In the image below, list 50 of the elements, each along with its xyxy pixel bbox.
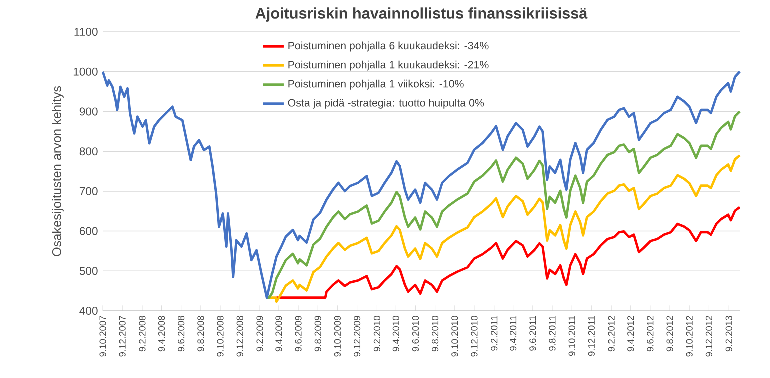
x-tick-label: 9.2.2011	[491, 316, 498, 351]
y-tick-label: 400	[80, 306, 98, 316]
y-tick-label: 500	[80, 267, 98, 276]
y-tick-label: 1000	[74, 68, 98, 76]
line-series	[102, 70, 742, 300]
x-tick-label: 9.12.2007	[119, 316, 126, 357]
legend-label: Poistuminen pohjalla 1 viikoksi: -10%	[288, 80, 464, 90]
x-tick-label: 9.10.2011	[568, 316, 576, 356]
x-tick-label: 9.12.2012	[706, 316, 712, 357]
x-tick-label: 9.6.2011	[530, 316, 536, 351]
x-tick-label: 9.4.2010	[392, 316, 400, 352]
x-tick-label: 9.8.2011	[549, 316, 556, 351]
x-tick-label: 9.10.2007	[100, 316, 106, 357]
y-tick-label: 900	[80, 108, 98, 116]
y-tick-label: 600	[80, 227, 98, 236]
x-tick-label: 9.4.2009	[276, 316, 282, 352]
x-tick-label: 9.2.2008	[139, 316, 146, 352]
x-tick-label: 9.10.2012	[686, 316, 693, 357]
x-tick-label: 9.2.2009	[256, 316, 264, 352]
x-tick-label: 9.2.2010	[374, 316, 380, 352]
x-tick-label: 9.12.2011	[588, 316, 595, 356]
x-tick-label: 9.8.2008	[198, 316, 204, 352]
x-tick-label: 9.4.2011	[510, 316, 517, 351]
x-tick-label: 9.12.2009	[354, 316, 361, 357]
x-tick-label: 9.2.2013	[726, 316, 732, 352]
x-tick-label: 9.6.2008	[178, 316, 185, 352]
line-series	[276, 206, 742, 300]
y-tick-label: 800	[80, 148, 98, 156]
x-tick-label: 9.10.2010	[452, 316, 458, 357]
y-axis-title: Osakesijoitusten arvon kehitys	[52, 86, 64, 256]
x-tick-label: 9.8.2010	[432, 316, 439, 352]
x-tick-label: 9.2.2012	[608, 316, 615, 352]
y-tick-label: 1100	[74, 28, 98, 36]
chart-title: Ajoitusriskin havainnollistus finanssikriisissä	[256, 8, 588, 22]
x-tick-label: 9.4.2012	[628, 316, 634, 352]
y-tick-label: 700	[80, 187, 98, 196]
x-tick-label: 9.6.2010	[412, 316, 420, 352]
x-tick-label: 9.12.2008	[236, 316, 244, 357]
x-tick-label: 9.10.2008	[217, 316, 224, 357]
x-tick-label: 9.6.2012	[647, 316, 654, 352]
legend-label: Poistuminen pohjalla 6 kuukaudeksi: -34%	[288, 42, 489, 52]
x-tick-label: 9.8.2012	[666, 316, 674, 352]
line-series	[266, 110, 742, 300]
x-tick-label: 9.8.2009	[314, 316, 322, 352]
x-tick-label: 9.12.2010	[471, 316, 478, 357]
legend-label: Osta ja pidä -strategia: tuotto huipulta 0%	[288, 98, 484, 109]
x-tick-label: 9.4.2008	[158, 316, 166, 352]
x-tick-label: 9.10.2009	[334, 316, 342, 357]
x-tick-label: 9.6.2009	[295, 316, 302, 352]
legend-label: Poistuminen pohjalla 1 kuukaudeksi: -21%	[288, 60, 489, 71]
